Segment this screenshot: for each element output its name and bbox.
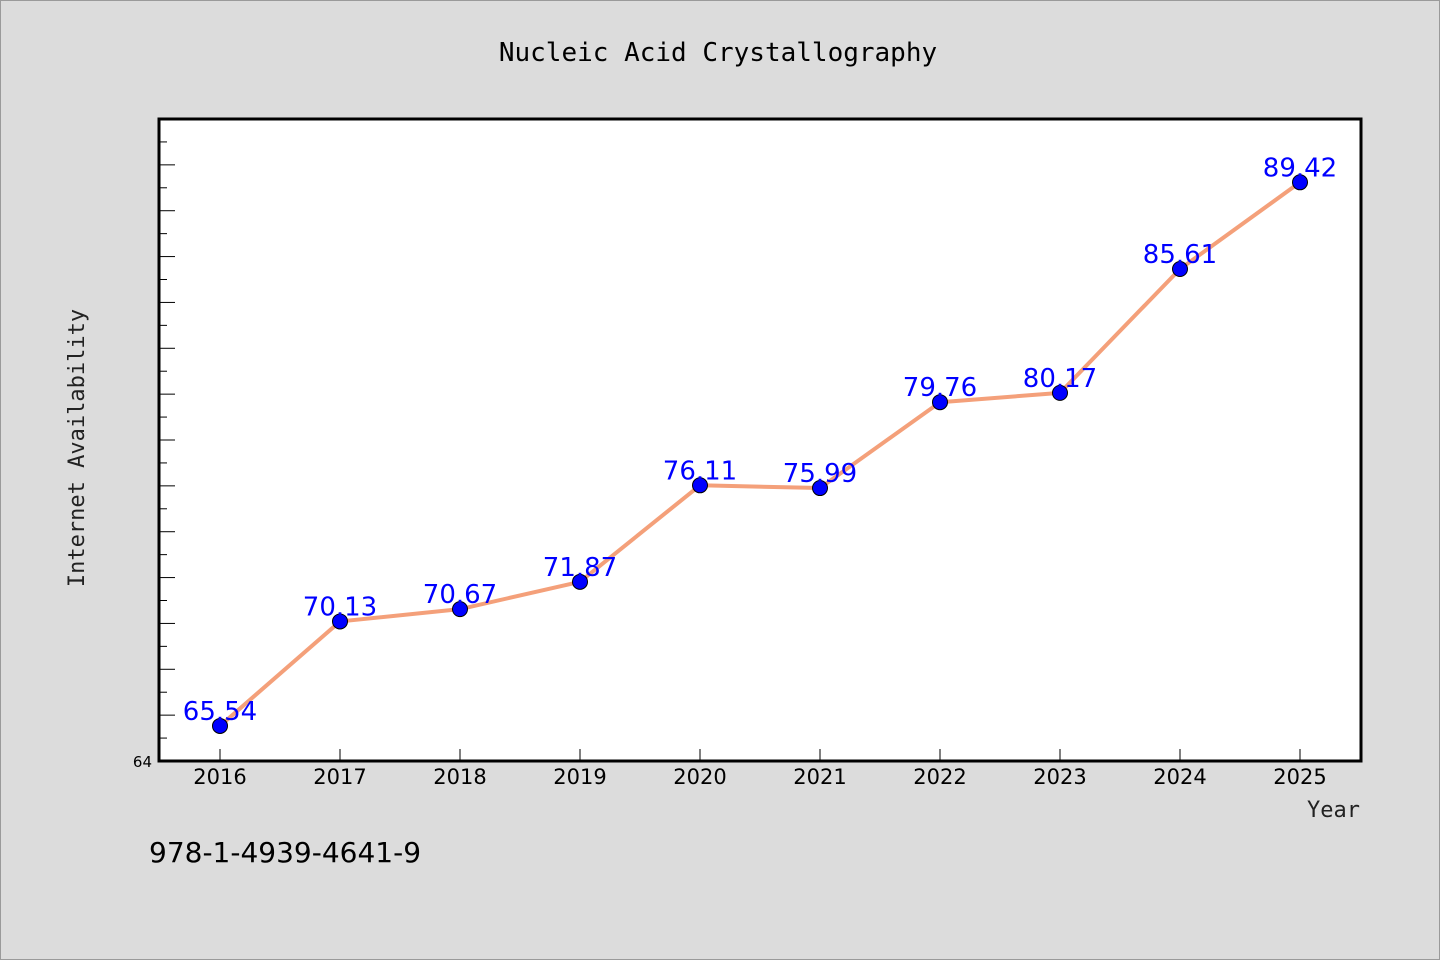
chart-title: Nucleic Acid Crystallography (499, 38, 937, 68)
x-tick-label: 2022 (913, 765, 966, 789)
data-label: 70.67 (423, 580, 497, 610)
x-tick-label: 2018 (433, 765, 486, 789)
data-point (572, 573, 588, 590)
data-label: 80.17 (1023, 364, 1097, 394)
y-axis-ticks (159, 141, 175, 739)
x-tick-label: 2016 (193, 765, 246, 789)
series-line (218, 180, 1302, 728)
data-point (932, 394, 948, 411)
data-label: 65.54 (183, 697, 257, 727)
data-labels: 65.54 70.13 70.67 71.87 76.11 75.99 79.76 80.17… (183, 153, 1337, 727)
data-point (212, 717, 228, 734)
x-axis-ticks: 2016 2017 2018 2019 2020 2021 2022 2023 2024 2025 (193, 749, 1327, 789)
isbn-annotation: 978-1-4939-4641-9 (149, 836, 421, 869)
data-label: 79.76 (903, 373, 977, 403)
x-tick-label: 2017 (313, 765, 366, 789)
x-axis-label: Year (1307, 798, 1360, 823)
data-point (332, 613, 348, 630)
data-point (452, 601, 468, 618)
x-tick-label: 2021 (793, 765, 846, 789)
data-point (1292, 174, 1308, 191)
x-tick-label: 2020 (673, 765, 726, 789)
data-point (692, 477, 708, 494)
data-label: 85.61 (1143, 240, 1217, 270)
data-label: 70.13 (303, 592, 377, 622)
y-axis-label: Internet Availability (65, 309, 90, 587)
x-tick-label: 2023 (1033, 765, 1086, 789)
data-points (212, 174, 1308, 734)
data-point (812, 480, 828, 497)
data-point (1172, 261, 1188, 278)
x-tick-label: 2024 (1153, 765, 1206, 789)
data-label: 71.87 (543, 553, 617, 583)
y-axis-min-label: 64 (133, 753, 152, 771)
x-tick-label: 2025 (1273, 765, 1326, 789)
data-label: 76.11 (663, 456, 737, 486)
data-label: 89.42 (1263, 153, 1337, 183)
plot-area (157, 117, 1363, 763)
data-label: 75.99 (783, 459, 857, 489)
data-point (1052, 384, 1068, 401)
x-tick-label: 2019 (553, 765, 606, 789)
